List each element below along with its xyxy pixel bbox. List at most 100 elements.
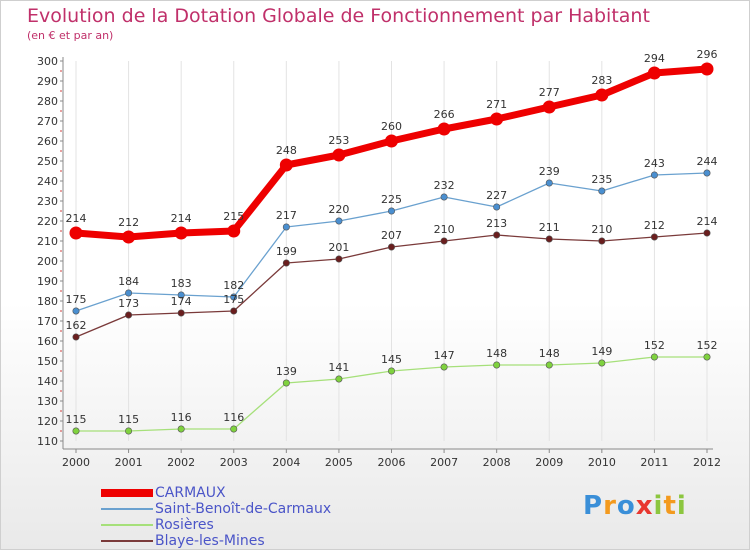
legend-label: Saint-Benoît-de-Carmaux bbox=[155, 501, 332, 517]
y-tick-label: 180 bbox=[37, 295, 58, 308]
data-point-rosieres bbox=[440, 363, 448, 371]
data-label-carmaux: 294 bbox=[644, 52, 665, 65]
data-label-saint-benoit-de-carmaux: 235 bbox=[591, 173, 612, 186]
data-label-saint-benoit-de-carmaux: 227 bbox=[486, 189, 507, 202]
data-label-blaye-les-mines: 175 bbox=[223, 293, 244, 306]
data-point-rosieres bbox=[650, 353, 658, 361]
data-point-rosieres bbox=[493, 361, 501, 369]
data-label-carmaux: 248 bbox=[276, 144, 297, 157]
legend-swatch bbox=[101, 540, 153, 542]
x-tick-label: 2002 bbox=[167, 456, 195, 469]
data-point-carmaux bbox=[647, 66, 661, 80]
data-label-blaye-les-mines: 207 bbox=[381, 229, 402, 242]
data-point-rosieres bbox=[387, 367, 395, 375]
data-label-carmaux: 212 bbox=[118, 216, 139, 229]
data-label-rosieres: 149 bbox=[591, 345, 612, 358]
data-label-carmaux: 266 bbox=[434, 108, 455, 121]
logo-letter: i bbox=[676, 491, 687, 521]
data-point-blaye-les-mines bbox=[72, 333, 80, 341]
data-point-saint-benoit-de-carmaux bbox=[72, 307, 80, 315]
y-tick-label: 130 bbox=[37, 395, 58, 408]
data-label-blaye-les-mines: 210 bbox=[591, 223, 612, 236]
data-label-saint-benoit-de-carmaux: 220 bbox=[328, 203, 349, 216]
logo-letter: r bbox=[603, 491, 617, 521]
data-label-saint-benoit-de-carmaux: 175 bbox=[66, 293, 87, 306]
legend-swatch bbox=[101, 508, 153, 510]
data-point-saint-benoit-de-carmaux bbox=[125, 289, 133, 297]
data-point-rosieres bbox=[282, 379, 290, 387]
data-label-rosieres: 115 bbox=[118, 413, 139, 426]
data-label-carmaux: 253 bbox=[328, 134, 349, 147]
data-point-carmaux bbox=[700, 62, 714, 76]
data-point-saint-benoit-de-carmaux bbox=[335, 217, 343, 225]
chart-title: Evolution de la Dotation Globale de Fonc… bbox=[27, 5, 650, 27]
y-tick-label: 250 bbox=[37, 155, 58, 168]
x-tick-label: 2003 bbox=[220, 456, 248, 469]
data-label-blaye-les-mines: 213 bbox=[486, 217, 507, 230]
data-label-rosieres: 116 bbox=[171, 411, 192, 424]
y-tick-label: 220 bbox=[37, 215, 58, 228]
data-point-rosieres bbox=[598, 359, 606, 367]
y-tick-label: 110 bbox=[37, 435, 58, 448]
data-point-saint-benoit-de-carmaux bbox=[387, 207, 395, 215]
y-tick-label: 240 bbox=[37, 175, 58, 188]
data-point-saint-benoit-de-carmaux bbox=[282, 223, 290, 231]
data-point-blaye-les-mines bbox=[335, 255, 343, 263]
x-tick-label: 2009 bbox=[535, 456, 563, 469]
y-tick-label: 160 bbox=[37, 335, 58, 348]
y-tick-label: 140 bbox=[37, 375, 58, 388]
data-point-rosieres bbox=[335, 375, 343, 383]
y-tick-label: 210 bbox=[37, 235, 58, 248]
data-point-carmaux bbox=[490, 112, 504, 126]
data-label-saint-benoit-de-carmaux: 232 bbox=[434, 179, 455, 192]
logo-letter: t bbox=[663, 491, 677, 521]
data-label-rosieres: 116 bbox=[223, 411, 244, 424]
data-point-saint-benoit-de-carmaux bbox=[177, 291, 185, 299]
data-label-blaye-les-mines: 174 bbox=[171, 295, 192, 308]
data-point-blaye-les-mines bbox=[440, 237, 448, 245]
data-label-carmaux: 214 bbox=[171, 212, 192, 225]
data-point-blaye-les-mines bbox=[650, 233, 658, 241]
data-point-blaye-les-mines bbox=[493, 231, 501, 239]
x-tick-label: 2012 bbox=[693, 456, 721, 469]
y-tick-label: 280 bbox=[37, 95, 58, 108]
data-label-saint-benoit-de-carmaux: 244 bbox=[697, 155, 718, 168]
data-label-rosieres: 115 bbox=[66, 413, 87, 426]
data-label-blaye-les-mines: 214 bbox=[697, 215, 718, 228]
data-point-blaye-les-mines bbox=[177, 309, 185, 317]
x-tick-label: 2008 bbox=[483, 456, 511, 469]
data-label-blaye-les-mines: 211 bbox=[539, 221, 560, 234]
data-point-carmaux bbox=[279, 158, 293, 172]
data-point-blaye-les-mines bbox=[125, 311, 133, 319]
data-point-saint-benoit-de-carmaux bbox=[650, 171, 658, 179]
x-tick-label: 2005 bbox=[325, 456, 353, 469]
data-point-blaye-les-mines bbox=[282, 259, 290, 267]
data-label-saint-benoit-de-carmaux: 182 bbox=[223, 279, 244, 292]
y-tick-label: 170 bbox=[37, 315, 58, 328]
x-tick-label: 2011 bbox=[640, 456, 668, 469]
data-point-carmaux bbox=[437, 122, 451, 136]
data-point-rosieres bbox=[125, 427, 133, 435]
data-label-carmaux: 277 bbox=[539, 86, 560, 99]
data-point-carmaux bbox=[122, 230, 136, 244]
logo-letter: P bbox=[583, 491, 604, 521]
x-tick-label: 2007 bbox=[430, 456, 458, 469]
y-tick-label: 230 bbox=[37, 195, 58, 208]
data-label-rosieres: 141 bbox=[328, 361, 349, 374]
data-label-blaye-les-mines: 173 bbox=[118, 297, 139, 310]
data-label-carmaux: 283 bbox=[591, 74, 612, 87]
data-point-blaye-les-mines bbox=[230, 307, 238, 315]
data-label-rosieres: 145 bbox=[381, 353, 402, 366]
x-tick-label: 2001 bbox=[115, 456, 143, 469]
legend-swatch bbox=[101, 524, 153, 526]
legend-swatch bbox=[101, 489, 153, 497]
data-label-blaye-les-mines: 199 bbox=[276, 245, 297, 258]
data-label-carmaux: 214 bbox=[66, 212, 87, 225]
x-tick-label: 2004 bbox=[272, 456, 300, 469]
legend-label: Rosières bbox=[155, 517, 214, 533]
data-point-carmaux bbox=[385, 134, 398, 148]
data-label-saint-benoit-de-carmaux: 183 bbox=[171, 277, 192, 290]
data-point-carmaux bbox=[69, 226, 83, 240]
data-label-blaye-les-mines: 162 bbox=[66, 319, 87, 332]
